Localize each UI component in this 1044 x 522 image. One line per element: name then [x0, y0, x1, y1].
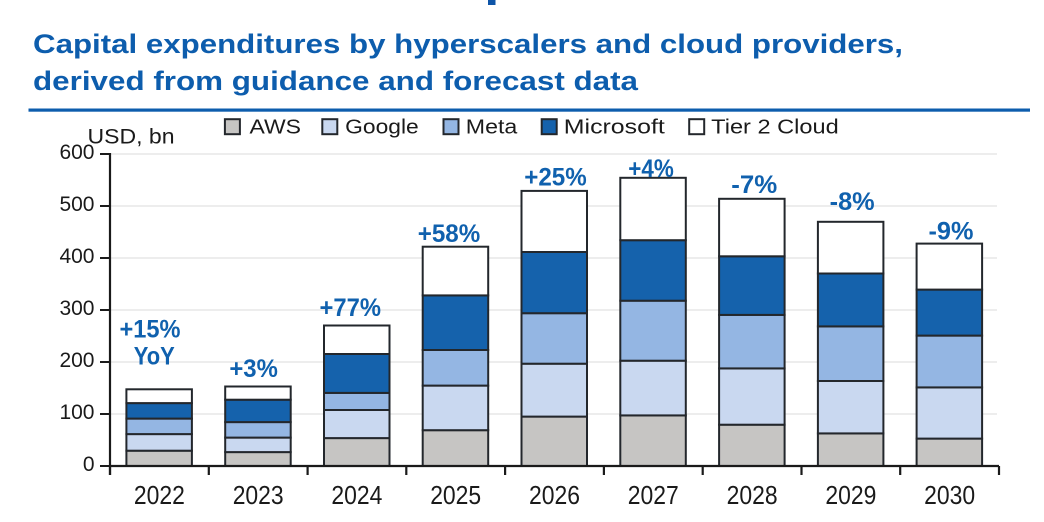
svg-text:-7%: -7%: [731, 171, 777, 199]
svg-text:+15%: +15%: [120, 316, 181, 344]
svg-text:2028: 2028: [727, 482, 778, 510]
svg-text:2030: 2030: [924, 482, 975, 510]
svg-text:-9%: -9%: [929, 218, 974, 246]
svg-text:100: 100: [59, 401, 94, 424]
svg-text:Meta: Meta: [466, 116, 518, 139]
svg-text:derived from guidance and fore: derived from guidance and forecast data: [33, 66, 639, 96]
svg-text:2025: 2025: [430, 482, 481, 510]
svg-text:600: 600: [59, 141, 94, 164]
svg-text:200: 200: [59, 349, 94, 372]
svg-text:Google: Google: [345, 116, 419, 139]
svg-text:0: 0: [83, 453, 95, 476]
svg-text:+3%: +3%: [229, 355, 278, 383]
svg-text:+77%: +77%: [320, 294, 382, 322]
svg-text:2026: 2026: [529, 482, 580, 510]
svg-text:+58%: +58%: [418, 220, 481, 248]
svg-text:2022: 2022: [134, 482, 185, 510]
svg-text:YoY: YoY: [134, 343, 175, 371]
svg-text:+25%: +25%: [524, 164, 587, 192]
svg-text:Microsoft: Microsoft: [564, 116, 665, 139]
svg-text:+4%: +4%: [628, 155, 674, 183]
svg-text:2024: 2024: [331, 482, 382, 510]
svg-text:Capital expenditures by hypers: Capital expenditures by hyperscalers and…: [33, 29, 903, 59]
svg-text:2023: 2023: [233, 482, 284, 510]
svg-text:2029: 2029: [825, 482, 876, 510]
svg-text:USD, bn: USD, bn: [88, 126, 175, 149]
svg-text:-8%: -8%: [830, 188, 875, 216]
svg-text:Tier 2 Cloud: Tier 2 Cloud: [711, 116, 839, 139]
svg-text:2027: 2027: [628, 482, 679, 510]
svg-text:400: 400: [59, 245, 94, 268]
svg-text:500: 500: [59, 193, 94, 216]
svg-text:300: 300: [59, 297, 94, 320]
svg-text:AWS: AWS: [250, 116, 302, 139]
